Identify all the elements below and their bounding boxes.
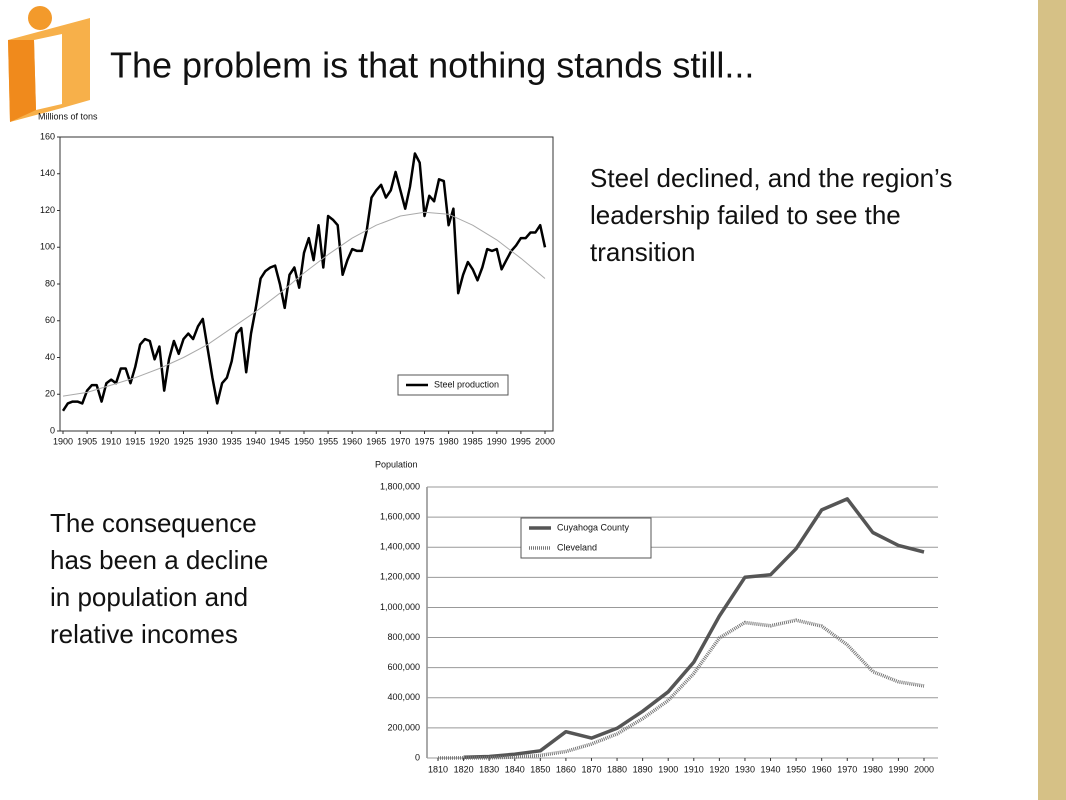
x-tick-label: 1940 (246, 436, 266, 446)
y-tick-label: 1,200,000 (380, 572, 420, 582)
x-tick-label: 1950 (294, 436, 314, 446)
x-tick-label: 1970 (837, 764, 857, 774)
note-text: has been a decline (50, 545, 268, 575)
x-tick-label: 1985 (463, 436, 483, 446)
y-tick-label: 140 (40, 168, 55, 178)
x-tick-label: 1920 (709, 764, 729, 774)
x-tick-label: 1930 (735, 764, 755, 774)
legend-label: Cuyahoga County (557, 522, 630, 532)
x-tick-label: 1920 (149, 436, 169, 446)
x-tick-label: 1870 (581, 764, 601, 774)
x-tick-label: 1965 (366, 436, 386, 446)
note-text: relative incomes (50, 619, 238, 649)
slide-title: The problem is that nothing stands still… (110, 45, 754, 86)
x-tick-label: 2000 (914, 764, 934, 774)
x-tick-label: 1820 (454, 764, 474, 774)
x-tick-label: 1810 (428, 764, 448, 774)
note-text: The consequence (50, 508, 257, 538)
series-line (463, 497, 925, 759)
y-tick-label: 120 (40, 205, 55, 215)
x-tick-label: 1930 (198, 436, 218, 446)
y-tick-label: 60 (45, 315, 55, 325)
x-tick-label: 1950 (786, 764, 806, 774)
legend-label: Cleveland (557, 542, 597, 552)
x-tick-label: 1900 (53, 436, 73, 446)
chart: Population 0 200,000 400,000 600,000 800,000 1… (375, 459, 938, 774)
x-tick-label: 1890 (633, 764, 653, 774)
x-tick-label: 1905 (77, 436, 97, 446)
y-tick-label: 160 (40, 131, 55, 141)
x-tick-label: 1940 (761, 764, 781, 774)
chart: Millions of tons 0 20 40 60 80 100 120 140 160 190… (38, 111, 555, 446)
y-tick-label: 200,000 (387, 722, 420, 732)
x-tick-label: 1830 (479, 764, 499, 774)
y-tick-label: 20 (45, 389, 55, 399)
x-tick-label: 1980 (863, 764, 883, 774)
y-tick-label: 40 (45, 352, 55, 362)
y-tick-label: 1,800,000 (380, 481, 420, 491)
x-tick-label: 1840 (505, 764, 525, 774)
legend: Steel production (397, 374, 509, 396)
x-tick-label: 1990 (487, 436, 507, 446)
y-tick-label: 80 (45, 278, 55, 288)
y-tick-label: 600,000 (387, 662, 420, 672)
legend: Cuyahoga County Cleveland (520, 517, 652, 559)
x-tick-label: 1945 (270, 436, 290, 446)
note-text: transition (590, 237, 696, 267)
x-tick-label: 2000 (535, 436, 555, 446)
x-tick-label: 1850 (530, 764, 550, 774)
x-tick-label: 1935 (222, 436, 242, 446)
series-line (61, 152, 547, 412)
note-text: leadership failed to see the (590, 200, 901, 230)
note-text: Steel declined, and the region’s (590, 163, 952, 193)
x-tick-label: 1860 (556, 764, 576, 774)
y-tick-label: 1,600,000 (380, 511, 420, 521)
x-tick-label: 1955 (318, 436, 338, 446)
x-tick-label: 1990 (888, 764, 908, 774)
y-tick-label: 800,000 (387, 632, 420, 642)
x-tick-label: 1925 (173, 436, 193, 446)
x-tick-label: 1970 (390, 436, 410, 446)
x-tick-label: 1880 (607, 764, 627, 774)
y-tick-label: 0 (415, 752, 420, 762)
side-strip (1038, 0, 1066, 800)
note-text: in population and (50, 582, 248, 612)
x-tick-label: 1960 (812, 764, 832, 774)
legend-box (397, 374, 509, 396)
y-tick-label: 1,400,000 (380, 542, 420, 552)
series-line (62, 211, 546, 397)
x-tick-label: 1975 (414, 436, 434, 446)
x-tick-label: 1910 (684, 764, 704, 774)
y-tick-label: 0 (50, 425, 55, 435)
x-tick-label: 1995 (511, 436, 531, 446)
x-tick-label: 1980 (439, 436, 459, 446)
x-tick-label: 1960 (342, 436, 362, 446)
y-tick-label: 1,000,000 (380, 602, 420, 612)
x-tick-label: 1900 (658, 764, 678, 774)
y-tick-label: 100 (40, 242, 55, 252)
series-line (437, 618, 925, 760)
y-axis-label: Millions of tons (38, 111, 98, 121)
x-tick-label: 1910 (101, 436, 121, 446)
logo (8, 6, 90, 122)
legend-label: Steel production (434, 379, 499, 389)
y-tick-label: 400,000 (387, 692, 420, 702)
legend-box (520, 517, 652, 559)
x-tick-label: 1915 (125, 436, 145, 446)
y-axis-label: Population (375, 459, 418, 469)
